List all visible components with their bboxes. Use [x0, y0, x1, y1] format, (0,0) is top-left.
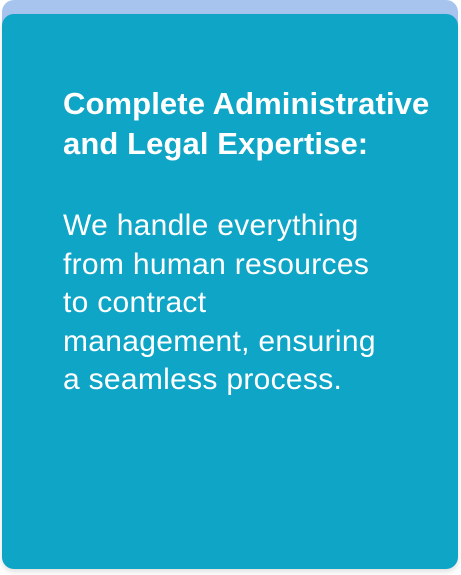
feature-card-content: Complete Administrative and Legal Expert…: [63, 84, 433, 400]
feature-card: [2, 14, 458, 569]
feature-card-description: We handle everything from human resource…: [63, 209, 376, 396]
feature-card-title: Complete Administrative and Legal Expert…: [63, 86, 430, 161]
